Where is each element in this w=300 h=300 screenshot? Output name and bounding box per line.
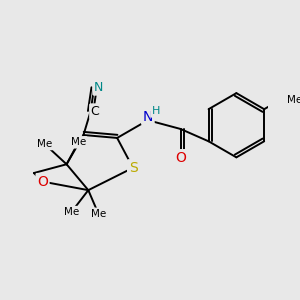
Text: Me: Me [37, 139, 52, 149]
Text: O: O [37, 175, 48, 189]
Text: Me: Me [71, 137, 86, 147]
Text: H: H [152, 106, 160, 116]
Text: C: C [91, 105, 99, 118]
Text: N: N [94, 81, 103, 94]
Text: N: N [143, 110, 153, 124]
Text: Me: Me [91, 209, 106, 219]
Text: S: S [129, 161, 137, 175]
Text: Me: Me [64, 207, 79, 217]
Text: O: O [175, 151, 186, 165]
Text: Me: Me [286, 95, 300, 105]
